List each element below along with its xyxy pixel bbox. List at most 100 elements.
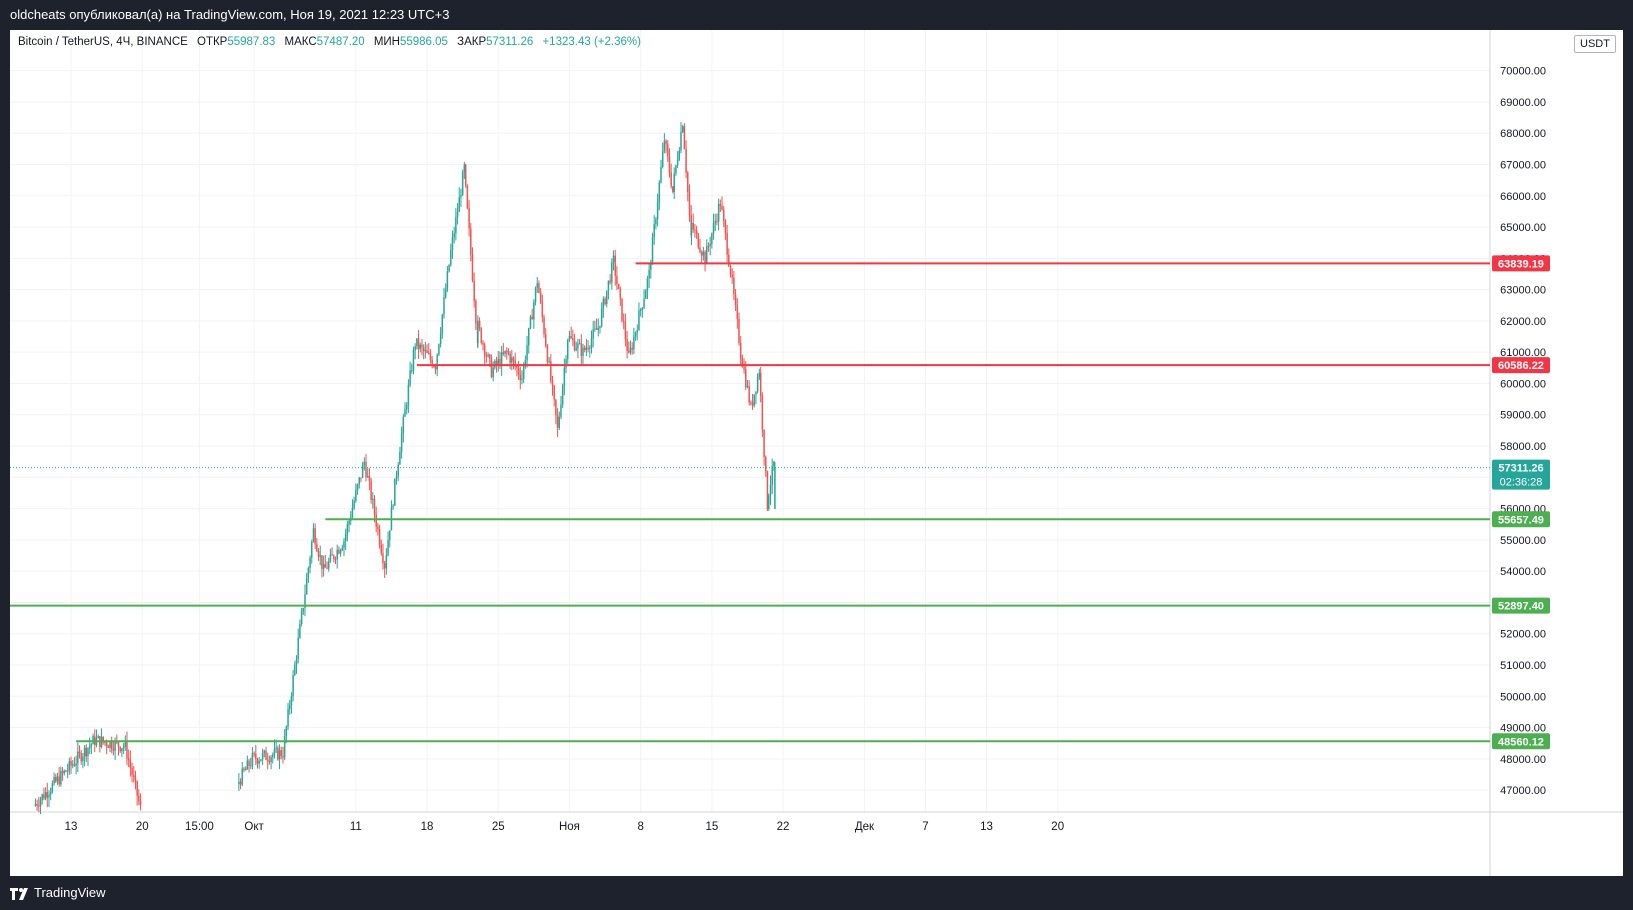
candle-up[interactable] — [448, 264, 450, 272]
candle-down[interactable] — [482, 342, 484, 345]
candle-down[interactable] — [239, 781, 242, 785]
candle-down[interactable] — [541, 301, 544, 318]
candle-up[interactable] — [444, 289, 447, 298]
candle-up[interactable] — [643, 298, 645, 308]
candle-up[interactable] — [351, 507, 354, 518]
candle-up[interactable] — [92, 736, 94, 745]
candle-up[interactable] — [755, 391, 757, 395]
candle-up[interactable] — [456, 211, 459, 218]
candle-up[interactable] — [504, 350, 506, 354]
candle-up[interactable] — [407, 385, 410, 406]
candle-up[interactable] — [400, 433, 403, 452]
candle-up[interactable] — [63, 770, 65, 774]
candle-up[interactable] — [605, 290, 608, 305]
candle-down[interactable] — [750, 402, 752, 404]
candle-down[interactable] — [700, 252, 703, 256]
candle-up[interactable] — [607, 280, 610, 291]
candle-up[interactable] — [287, 709, 289, 727]
candle-down[interactable] — [626, 339, 628, 352]
candle-up[interactable] — [773, 461, 775, 466]
candle-up[interactable] — [353, 500, 355, 508]
candle-down[interactable] — [110, 741, 113, 750]
candle-up[interactable] — [258, 760, 260, 764]
candle-down[interactable] — [667, 144, 669, 157]
candle-down[interactable] — [672, 186, 674, 192]
candle-up[interactable] — [590, 338, 593, 348]
candle-up[interactable] — [327, 561, 330, 569]
candle-down[interactable] — [58, 776, 60, 785]
candle-up[interactable] — [706, 246, 708, 264]
candle-up[interactable] — [660, 167, 662, 183]
candle-up[interactable] — [416, 338, 418, 347]
candle-up[interactable] — [774, 467, 776, 509]
candle-down[interactable] — [516, 366, 518, 368]
candle-down[interactable] — [80, 752, 82, 762]
candle-up[interactable] — [71, 764, 74, 766]
candle-up[interactable] — [97, 736, 99, 739]
candle-down[interactable] — [365, 461, 367, 478]
candle-down[interactable] — [119, 746, 121, 752]
candle-down[interactable] — [422, 347, 425, 352]
candle-up[interactable] — [648, 269, 650, 279]
candle-down[interactable] — [326, 567, 328, 569]
candle-down[interactable] — [748, 385, 750, 403]
candle-down[interactable] — [621, 298, 623, 321]
candle-down[interactable] — [628, 351, 630, 353]
candle-up[interactable] — [661, 150, 664, 168]
candle-down[interactable] — [617, 284, 620, 289]
candle-down[interactable] — [277, 747, 279, 760]
candle-down[interactable] — [373, 498, 376, 515]
candle-up[interactable] — [636, 330, 639, 333]
candle-down[interactable] — [136, 781, 138, 796]
candle-up[interactable] — [246, 760, 249, 770]
candle-up[interactable] — [565, 359, 567, 368]
candle-down[interactable] — [316, 544, 318, 552]
candle-up[interactable] — [412, 350, 415, 371]
candle-up[interactable] — [419, 344, 422, 350]
candle-down[interactable] — [716, 221, 718, 223]
candle-up[interactable] — [658, 182, 661, 203]
candle-down[interactable] — [555, 399, 557, 416]
candle-up[interactable] — [343, 541, 345, 548]
candle-down[interactable] — [378, 529, 381, 545]
candle-down[interactable] — [766, 471, 769, 509]
candle-up[interactable] — [409, 370, 411, 386]
candle-down[interactable] — [738, 318, 740, 344]
candle-down[interactable] — [475, 301, 477, 324]
candle-down[interactable] — [729, 265, 732, 275]
candle-up[interactable] — [771, 465, 773, 485]
candle-down[interactable] — [426, 350, 428, 353]
candle-up[interactable] — [356, 484, 359, 491]
candle-down[interactable] — [550, 361, 552, 381]
candle-up[interactable] — [272, 754, 274, 758]
candle-down[interactable] — [734, 294, 737, 306]
candle-up[interactable] — [492, 367, 494, 378]
candle-up[interactable] — [676, 159, 679, 166]
candle-down[interactable] — [765, 456, 767, 472]
tradingview-logo[interactable]: TradingView — [10, 876, 106, 910]
candle-up[interactable] — [405, 405, 408, 410]
candle-up[interactable] — [114, 740, 116, 751]
candle-up[interactable] — [655, 219, 657, 225]
candle-up[interactable] — [453, 233, 455, 238]
candle-up[interactable] — [273, 748, 276, 755]
candle-down[interactable] — [543, 317, 545, 335]
candle-up[interactable] — [404, 409, 406, 417]
candle-down[interactable] — [36, 804, 38, 806]
candle-down[interactable] — [417, 338, 420, 350]
candle-down[interactable] — [745, 369, 747, 388]
candle-down[interactable] — [471, 254, 474, 281]
candle-up[interactable] — [83, 747, 86, 757]
candle-up[interactable] — [567, 340, 569, 360]
candle-down[interactable] — [464, 164, 467, 186]
candle-up[interactable] — [528, 328, 530, 346]
candle-down[interactable] — [370, 480, 372, 500]
candle-up[interactable] — [397, 464, 399, 477]
candle-down[interactable] — [107, 746, 110, 748]
candle-down[interactable] — [728, 254, 730, 266]
candle-up[interactable] — [77, 751, 79, 764]
candle-down[interactable] — [624, 322, 627, 340]
candle-up[interactable] — [305, 578, 308, 595]
candle-up[interactable] — [536, 283, 538, 288]
candle-down[interactable] — [78, 751, 81, 753]
